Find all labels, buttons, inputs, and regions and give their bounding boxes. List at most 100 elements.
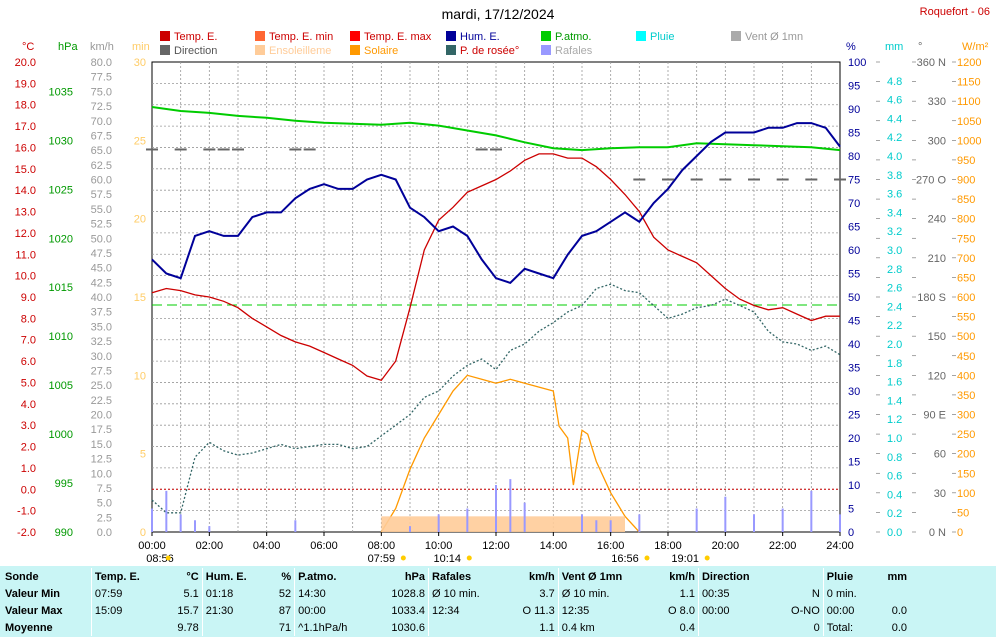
axis-tick-label-rain_mm: 3.2 (887, 226, 902, 238)
axis-unit-rain_mm: mm (885, 41, 903, 53)
axis-tick-label-temp_c: 7.0 (21, 335, 36, 347)
time-marker: 19:01 (671, 553, 699, 565)
axis-tick-label-sun_min: 20 (134, 214, 146, 226)
stats-cell: 5.1 (183, 587, 199, 600)
legend-swatch (541, 45, 551, 55)
legend-swatch (160, 31, 170, 41)
axis-tick-label-solar_wm2: 500 (957, 331, 975, 343)
stats-cell: 0.4 (679, 621, 695, 634)
sun-dot-icon (644, 555, 650, 561)
legend-swatch (255, 31, 265, 41)
axis-tick-label-wind_kmh: 15.0 (91, 439, 112, 451)
axis-tick-label-rain_mm: 2.8 (887, 264, 902, 276)
axis-tick-label-wind_kmh: 20.0 (91, 410, 112, 422)
legend-item-pressure: P.atmo. (541, 31, 592, 43)
axis-tick-label-temp_c: 18.0 (15, 100, 36, 112)
axis-tick-label-solar_wm2: 200 (957, 449, 975, 461)
legend-label: Direction (174, 45, 218, 57)
axis-tick-label-direction_deg: 60 (934, 449, 946, 461)
axis-tick-label-rain_mm: 2.4 (887, 301, 902, 313)
chart-legend: Temp. E. Temp. E. min Temp. E. max Hum. … (0, 31, 996, 59)
stats-cell: 1.1 (539, 621, 555, 634)
stats-header-rain-unit: mm (887, 570, 907, 583)
axis-tick-label-temp_c: 12.0 (15, 228, 36, 240)
axis-tick-label-temp_c: 2.0 (21, 442, 36, 454)
axis-tick-label-wind_kmh: 47.5 (91, 248, 112, 260)
axis-tick-label-wind_kmh: 65.0 (91, 145, 112, 157)
x-tick-label: 00:00 (138, 540, 166, 552)
axis-tick-label-wind_kmh: 42.5 (91, 277, 112, 289)
stats-cell: 9.78 (177, 621, 199, 634)
stats-cell: 3.7 (539, 587, 555, 600)
axis-tick-label-rain_mm: 1.2 (887, 414, 902, 426)
stats-header-gust-unit: km/h (529, 570, 555, 583)
legend-item-gusts: Rafales (541, 45, 592, 57)
legend-label: Ensoleilleme (269, 45, 332, 57)
stats-cell: N (811, 587, 820, 600)
axis-tick-label-pressure_hpa: 1025 (49, 184, 73, 196)
axis-tick-label-temp_c: 17.0 (15, 121, 36, 133)
axis-tick-label-solar_wm2: 550 (957, 312, 975, 324)
axis-tick-label-pressure_hpa: 1000 (49, 429, 73, 441)
axis-tick-label-temp_c: 0.0 (21, 484, 36, 496)
axis-tick-label-temp_c: 1.0 (21, 463, 36, 475)
stats-cell: 71 (278, 621, 292, 634)
stats-cell: O 8.0 (668, 604, 695, 617)
axis-tick-label-wind_kmh: 0.0 (97, 527, 112, 539)
legend-swatch (446, 45, 456, 55)
stats-cell: 12:35 (557, 602, 652, 619)
axis-tick-label-temp_c: 13.0 (15, 207, 36, 219)
stats-header-wind: Vent Ø 1mn (557, 568, 652, 585)
axis-tick-label-direction_deg: 270 O (916, 175, 946, 187)
x-tick-label: 18:00 (654, 540, 682, 552)
axis-tick-label-humidity_pct: 75 (848, 175, 860, 187)
axis-unit-solar_wm2: W/m² (962, 41, 989, 53)
axis-tick-label-solar_wm2: 1150 (957, 77, 981, 89)
legend-item-direction: Direction (160, 45, 217, 57)
axis-tick-label-wind_kmh: 30.0 (91, 351, 112, 363)
legend-label: Pluie (650, 31, 675, 43)
x-tick-label: 14:00 (540, 540, 568, 552)
axis-tick-label-pressure_hpa: 1030 (49, 135, 73, 147)
axis-tick-label-pressure_hpa: 1015 (49, 282, 73, 294)
axis-tick-label-wind_kmh: 10.0 (91, 468, 112, 480)
stats-row-max: Valeur Max 15:09 15.7 21:30 87 00:00 1033.4… (2, 602, 910, 619)
axis-tick-label-solar_wm2: 1000 (957, 135, 981, 147)
station-name: Roquefort - 06 (919, 6, 990, 18)
legend-swatch (731, 31, 741, 41)
axis-tick-label-wind_kmh: 40.0 (91, 292, 112, 304)
axis-tick-label-pressure_hpa: 1005 (49, 380, 73, 392)
stats-cell: Ø 10 min. (428, 585, 505, 602)
axis-tick-label-humidity_pct: 55 (848, 269, 860, 281)
axis-tick-label-temp_c: -2.0 (17, 527, 36, 539)
axis-tick-label-solar_wm2: 150 (957, 468, 975, 480)
stats-cell: 07:59 (90, 585, 164, 602)
axis-tick-label-humidity_pct: 20 (848, 433, 860, 445)
axis-tick-label-pressure_hpa: 1010 (49, 331, 73, 343)
axis-tick-label-rain_mm: 4.2 (887, 132, 902, 144)
stats-cell: 01:18 (201, 585, 269, 602)
legend-label: Temp. E. min (269, 31, 334, 43)
axis-tick-label-humidity_pct: 5 (848, 504, 854, 516)
x-tick-label: 06:00 (310, 540, 338, 552)
axis-tick-label-solar_wm2: 50 (957, 507, 969, 519)
stats-header-temp: Temp. E. (90, 568, 164, 585)
stats-header-hum: Hum. E. (201, 568, 269, 585)
axis-tick-label-humidity_pct: 60 (848, 245, 860, 257)
axis-unit-direction_deg: ° (918, 41, 922, 53)
axis-tick-label-rain_mm: 0.6 (887, 471, 902, 483)
series-solaire (380, 374, 640, 533)
stats-cell: O-NO (791, 604, 820, 617)
axis-tick-label-temp_c: 5.0 (21, 377, 36, 389)
axis-tick-label-pressure_hpa: 1020 (49, 233, 73, 245)
sun-dot-icon (165, 555, 171, 561)
stats-table: Sonde Temp. E. °C Hum. E. % P.atmo. hPa … (2, 568, 910, 636)
legend-label: Rafales (555, 45, 593, 57)
stats-cell: ^1.1hPa/h (294, 619, 373, 636)
axis-tick-label-rain_mm: 1.4 (887, 395, 902, 407)
axis-tick-label-wind_kmh: 17.5 (91, 424, 112, 436)
axis-tick-label-rain_mm: 0.8 (887, 452, 902, 464)
stats-cell: 0.0 (891, 621, 907, 634)
legend-swatch (636, 31, 646, 41)
stats-header-temp-unit: °C (186, 570, 199, 583)
